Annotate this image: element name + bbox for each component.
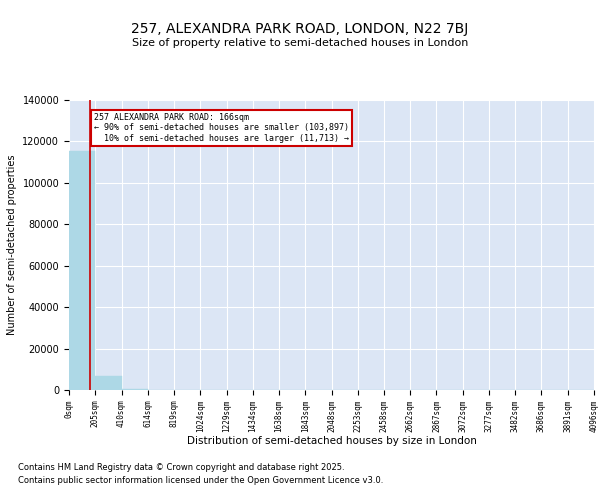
- Bar: [69, 150, 95, 390]
- Text: Contains public sector information licensed under the Open Government Licence v3: Contains public sector information licen…: [18, 476, 383, 485]
- Text: 257, ALEXANDRA PARK ROAD, LONDON, N22 7BJ: 257, ALEXANDRA PARK ROAD, LONDON, N22 7B…: [131, 22, 469, 36]
- Y-axis label: Number of semi-detached properties: Number of semi-detached properties: [7, 155, 17, 336]
- Text: Contains HM Land Registry data © Crown copyright and database right 2025.: Contains HM Land Registry data © Crown c…: [18, 464, 344, 472]
- X-axis label: Distribution of semi-detached houses by size in London: Distribution of semi-detached houses by …: [187, 436, 476, 446]
- Text: 257 ALEXANDRA PARK ROAD: 166sqm
← 90% of semi-detached houses are smaller (103,8: 257 ALEXANDRA PARK ROAD: 166sqm ← 90% of…: [94, 113, 349, 143]
- Bar: [122, 389, 148, 390]
- Bar: [95, 376, 122, 390]
- Text: Size of property relative to semi-detached houses in London: Size of property relative to semi-detach…: [132, 38, 468, 48]
